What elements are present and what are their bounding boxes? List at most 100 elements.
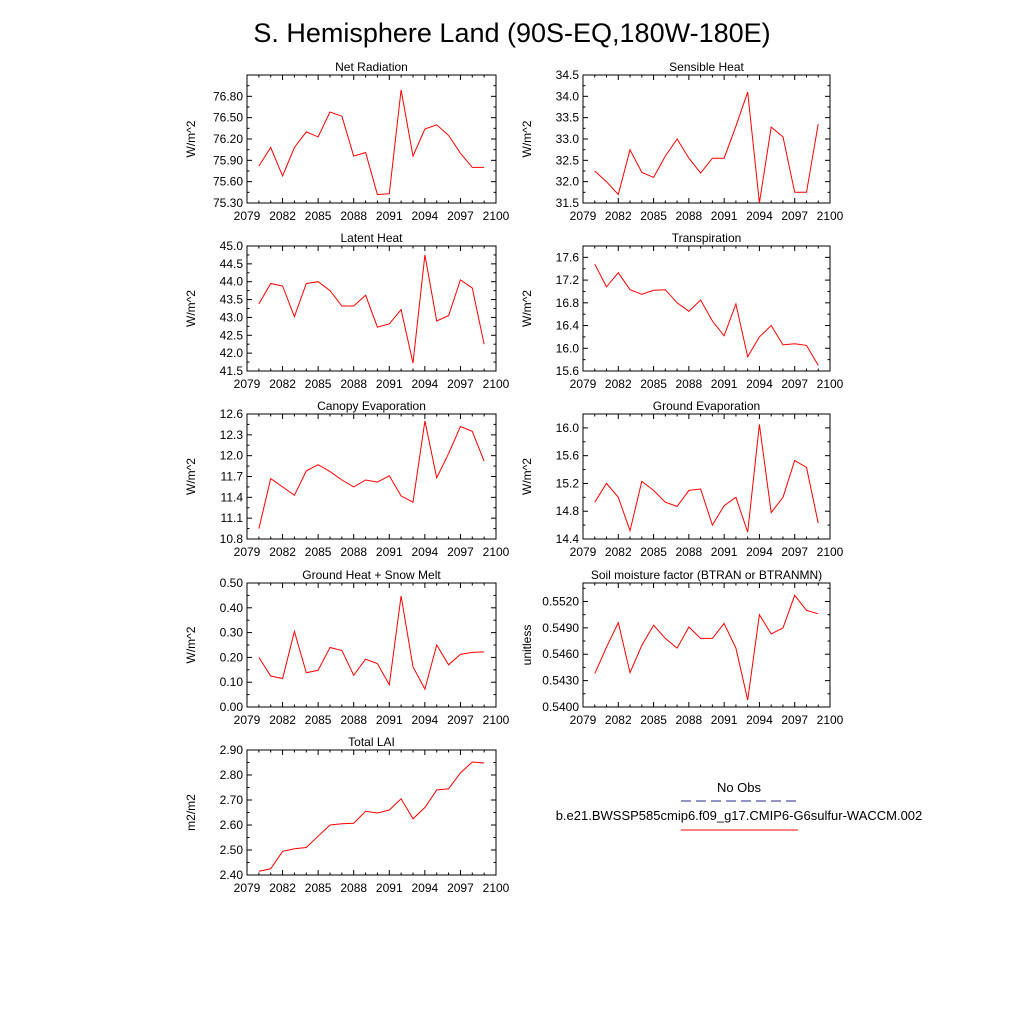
plot-frame	[582, 245, 831, 372]
panel-title: Net Radiation	[335, 60, 408, 74]
y-tick-label: 42.0	[220, 346, 244, 360]
x-tick-label: 2097	[447, 713, 474, 727]
y-axis-label: W/m^2	[184, 458, 198, 495]
y-tick-label: 75.30	[213, 196, 243, 210]
x-tick-label: 2091	[376, 545, 403, 559]
series-line	[594, 263, 819, 366]
panel-8: Soil moisture factor (BTRAN or BTRANMN) u…	[520, 568, 844, 727]
y-tick-label: 11.4	[221, 490, 244, 504]
x-tick-label: 2100	[483, 545, 510, 559]
panel-title: Total LAI	[348, 735, 395, 749]
panel-6: Ground Evaporation W/m^2 2079 2082 2085 2088 2…	[520, 399, 844, 559]
y-tick-label: 2.80	[220, 768, 244, 782]
series-line	[594, 424, 819, 533]
x-tick-label: 2094	[412, 881, 439, 895]
x-tick-label: 2091	[711, 545, 738, 559]
x-tick-label: 2097	[447, 377, 474, 391]
plot-frame	[246, 413, 497, 540]
x-tick-label: 2088	[676, 377, 703, 391]
x-tick-label: 2082	[269, 209, 296, 223]
x-tick-label: 2097	[781, 713, 808, 727]
x-tick-label: 2088	[676, 713, 703, 727]
panel-title: Transpiration	[672, 231, 742, 245]
x-tick-label: 2100	[483, 377, 510, 391]
x-tick-label: 2097	[447, 545, 474, 559]
x-tick-label: 2079	[234, 545, 261, 559]
panel-7: Ground Heat + Snow Melt W/m^2 2079 2082 2085…	[184, 568, 510, 727]
x-tick-label: 2100	[483, 209, 510, 223]
x-tick-label: 2079	[234, 881, 261, 895]
x-tick-label: 2094	[746, 713, 773, 727]
x-tick-label: 2091	[711, 209, 738, 223]
x-tick-label: 2100	[483, 713, 510, 727]
x-tick-label: 2094	[746, 209, 773, 223]
x-tick-label: 2088	[676, 209, 703, 223]
y-tick-label: 2.50	[220, 843, 244, 857]
y-tick-label: 0.10	[220, 675, 244, 689]
y-tick-label: 17.2	[556, 273, 580, 287]
x-tick-label: 2097	[781, 545, 808, 559]
x-tick-label: 2100	[483, 881, 510, 895]
x-tick-label: 2094	[412, 377, 439, 391]
y-tick-label: 45.0	[220, 239, 244, 253]
x-tick-label: 2097	[781, 377, 808, 391]
x-tick-label: 2085	[305, 713, 332, 727]
x-tick-label: 2085	[640, 377, 667, 391]
x-tick-label: 2082	[605, 713, 632, 727]
x-tick-label: 2091	[376, 713, 403, 727]
y-tick-label: 0.30	[220, 626, 244, 640]
plot-frame	[582, 413, 831, 540]
y-tick-label: 0.50	[220, 576, 244, 590]
panel-title: Ground Evaporation	[653, 399, 760, 413]
y-tick-label: 11.7	[221, 470, 244, 484]
panel-5: Canopy Evaporation W/m^2 2079 2082 2085 2088 2…	[184, 399, 510, 559]
x-tick-label: 2079	[570, 545, 597, 559]
series-line	[258, 420, 485, 529]
panel-2: Sensible Heat W/m^2 2079 2082 2085 2088 2091 20…	[520, 60, 844, 223]
y-tick-label: 34.5	[556, 68, 580, 82]
x-tick-label: 2100	[817, 377, 844, 391]
y-tick-label: 0.5490	[542, 621, 579, 635]
y-tick-label: 43.5	[220, 293, 244, 307]
x-tick-label: 2085	[640, 209, 667, 223]
x-tick-label: 2082	[605, 209, 632, 223]
y-tick-label: 33.0	[556, 132, 580, 146]
y-tick-label: 0.5430	[542, 674, 579, 688]
x-tick-label: 2094	[412, 713, 439, 727]
y-tick-label: 76.20	[213, 132, 243, 146]
y-tick-label: 16.0	[556, 341, 580, 355]
x-tick-label: 2094	[746, 377, 773, 391]
x-tick-label: 2094	[746, 545, 773, 559]
y-tick-label: 76.80	[213, 89, 243, 103]
y-tick-label: 12.3	[220, 428, 244, 442]
figure-title: S. Hemisphere Land (90S-EQ,180W-180E)	[253, 18, 770, 48]
series-line	[258, 761, 485, 872]
y-axis-label: W/m^2	[184, 290, 198, 327]
panel-title: Soil moisture factor (BTRAN or BTRANMN)	[591, 568, 822, 582]
panel-3: Latent Heat W/m^2 2079 2082 2085 2088 2091 2094…	[184, 231, 510, 391]
y-tick-label: 12.0	[220, 449, 244, 463]
y-axis-label: W/m^2	[520, 458, 534, 495]
y-tick-label: 15.6	[556, 449, 580, 463]
y-tick-label: 16.8	[556, 296, 580, 310]
y-tick-label: 12.6	[220, 407, 244, 421]
y-tick-label: 44.0	[220, 275, 244, 289]
x-tick-label: 2079	[570, 209, 597, 223]
y-tick-label: 11.1	[221, 511, 244, 525]
y-tick-label: 0.5520	[542, 594, 579, 608]
y-tick-label: 15.6	[556, 364, 580, 378]
x-tick-label: 2085	[305, 377, 332, 391]
x-tick-label: 2088	[340, 881, 367, 895]
x-tick-label: 2097	[781, 209, 808, 223]
x-tick-label: 2082	[269, 545, 296, 559]
x-tick-label: 2082	[605, 545, 632, 559]
y-tick-label: 2.60	[220, 818, 244, 832]
plot-frame	[246, 582, 497, 708]
x-tick-label: 2082	[605, 377, 632, 391]
series-line	[258, 89, 485, 196]
x-tick-label: 2088	[340, 209, 367, 223]
panel-title: Sensible Heat	[669, 60, 744, 74]
panel-9: Total LAI m2/m2 2079 2082 2085 2088 2091 2094 20…	[184, 735, 510, 895]
series-line	[258, 254, 485, 364]
y-tick-label: 2.70	[220, 793, 244, 807]
